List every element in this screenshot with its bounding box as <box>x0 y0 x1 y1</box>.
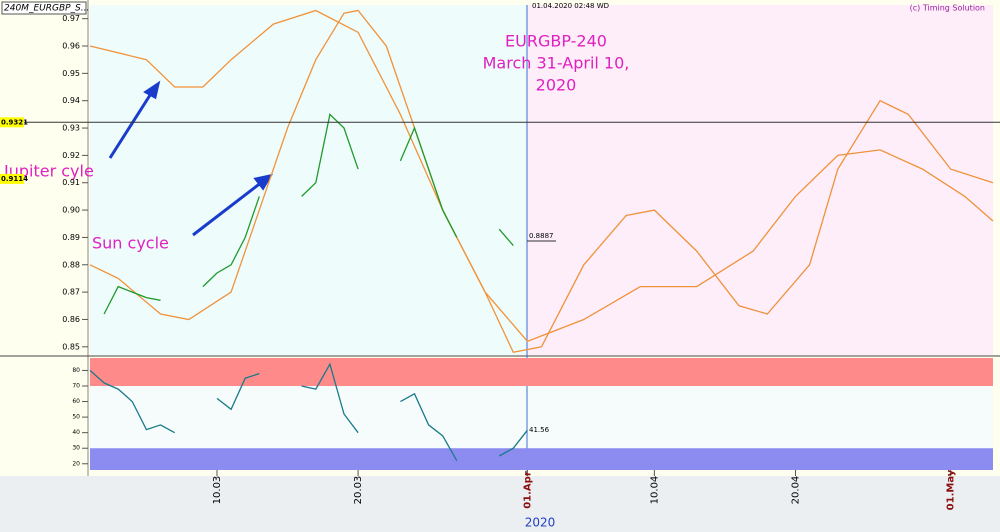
overbought-band <box>90 358 993 386</box>
y-tick-label: 0.96 <box>62 42 80 51</box>
price-label: 0.9114 <box>1 175 28 183</box>
y-tick-label: 0.88 <box>62 260 80 269</box>
price-box <box>0 117 24 128</box>
symbol-box <box>1 1 87 15</box>
y-tick-label: 70 <box>72 383 80 390</box>
x-tick-label: 20.03 <box>353 476 364 505</box>
symbol: 240M_EURGBP_S... <box>4 4 89 14</box>
y-tick-label: 50 <box>72 414 80 421</box>
annotation: Sun cycle <box>92 234 169 253</box>
history-area <box>90 5 527 355</box>
y-tick-label: 0.95 <box>62 69 80 78</box>
oversold-band <box>90 448 993 470</box>
y-tick-label: 0.87 <box>62 288 80 297</box>
annotation: Jupiter cyle <box>3 162 94 181</box>
y-tick-label: 20 <box>72 460 80 467</box>
y-tick-label: 30 <box>72 445 80 452</box>
y-tick-label: 0.97 <box>62 14 80 23</box>
x-tick-label: 01.Apr <box>522 471 533 509</box>
x-tick-label: 20.04 <box>790 476 801 505</box>
rsi-label: 41.56 <box>529 426 550 434</box>
price-label: 0.8887 <box>529 232 554 240</box>
y-tick-label: 0.85 <box>62 342 80 351</box>
series-line <box>103 113 514 315</box>
y-tick-label: 0.91 <box>62 178 80 187</box>
series-line <box>89 362 528 462</box>
price-label: 0.9321 <box>1 118 28 126</box>
x-tick-label: 10.03 <box>212 476 223 505</box>
y-tick-label: 80 <box>72 367 80 374</box>
y-tick-label: 0.93 <box>62 124 80 133</box>
series-line <box>89 9 994 343</box>
annotation: EURGBP-240 <box>505 32 607 51</box>
y-tick-label: 0.94 <box>62 96 80 105</box>
cursor-info: 01.04.2020 02:48 WD <box>532 2 609 10</box>
y-tick-label: 60 <box>72 398 80 405</box>
y-tick-label: 0.86 <box>62 315 80 324</box>
forecast-area <box>527 5 993 355</box>
arrows <box>108 80 274 237</box>
x-axis-label: 2020 <box>525 516 556 530</box>
y-tick-label: 0.89 <box>62 233 80 242</box>
y-tick-label: 0.92 <box>62 151 80 160</box>
credit: (c) Timing Solution <box>910 4 985 13</box>
x-tick-label: 01.May <box>946 469 957 510</box>
x-tick-label: 10.04 <box>649 476 660 505</box>
price-box <box>0 173 24 184</box>
annotation: March 31-April 10, <box>483 54 630 73</box>
series-line <box>89 9 994 354</box>
y-tick-label: 40 <box>72 429 80 436</box>
y-tick-label: 0.90 <box>62 206 80 215</box>
axis-strip <box>0 476 1000 532</box>
annotation: 2020 <box>536 76 577 95</box>
